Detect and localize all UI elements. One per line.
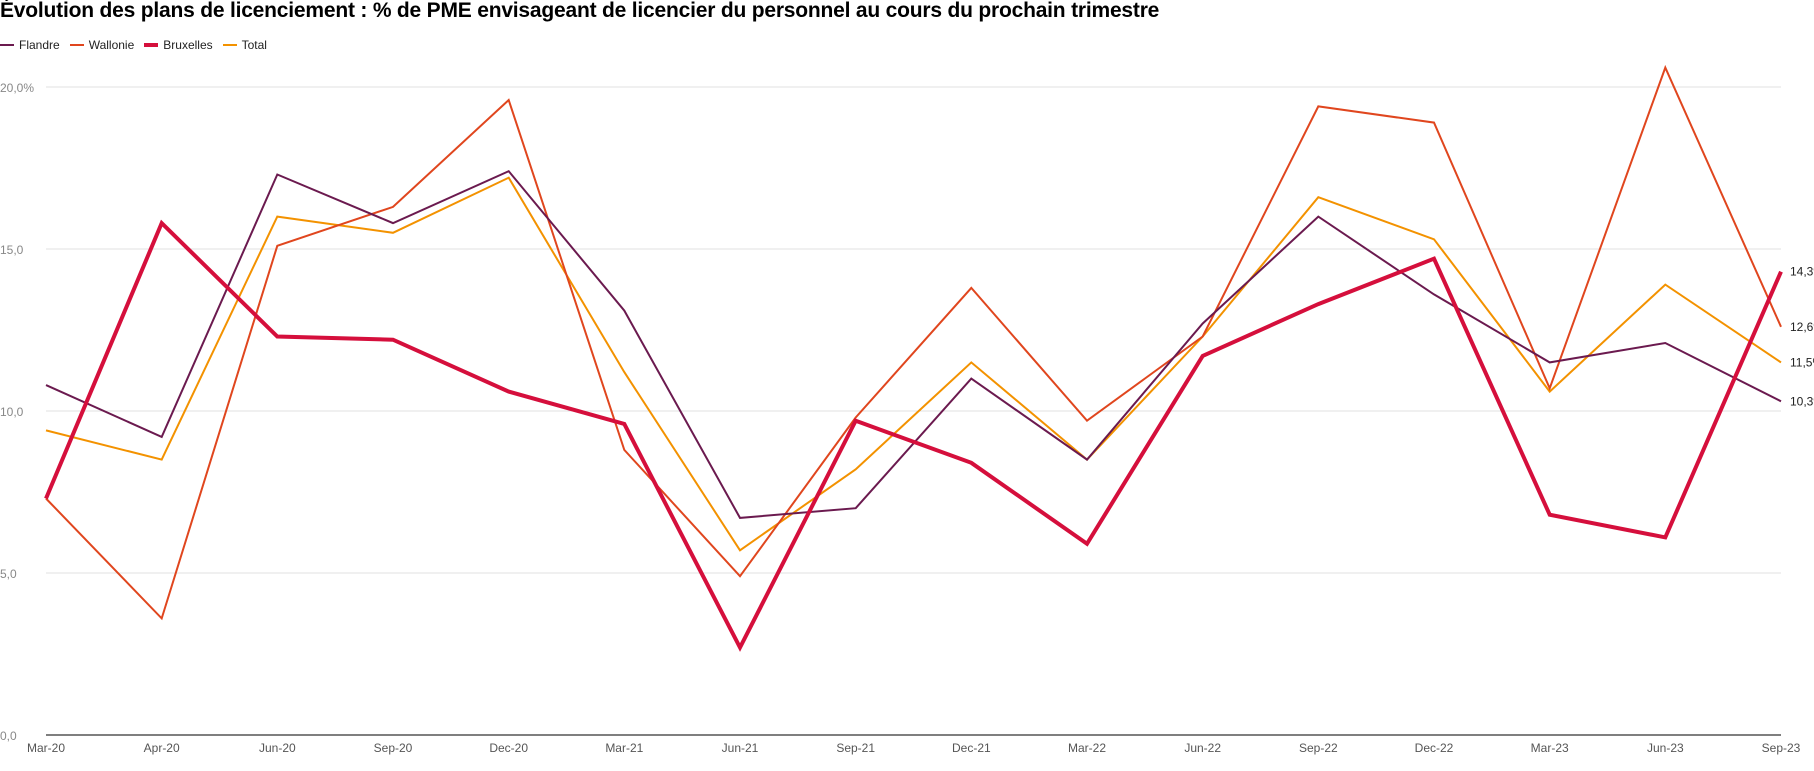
chart-legend: Flandre Wallonie Bruxelles Total <box>0 38 277 52</box>
x-tick-label: Jun-23 <box>1647 741 1684 755</box>
x-tick-label: Dec-21 <box>952 741 991 755</box>
x-tick-label: Sep-20 <box>374 741 413 755</box>
y-tick-label: 5,0 <box>0 567 17 581</box>
legend-item-bruxelles: Bruxelles <box>144 38 213 52</box>
end-label-flandre: 10,3% <box>1790 394 1814 408</box>
legend-item-wallonie: Wallonie <box>69 38 135 52</box>
end-label-bruxelles: 14,3% <box>1790 265 1814 279</box>
x-tick-label: Sep-23 <box>1762 741 1801 755</box>
x-tick-label: Sep-22 <box>1299 741 1338 755</box>
legend-swatch-bruxelles <box>144 43 159 47</box>
series-line-bruxelles <box>44 219 1783 652</box>
x-tick-label: Jun-21 <box>722 741 759 755</box>
legend-swatch-wallonie <box>69 44 84 46</box>
x-tick-label: Mar-22 <box>1068 741 1106 755</box>
y-tick-label: 10,0 <box>0 405 24 419</box>
legend-swatch-flandre <box>0 44 14 46</box>
x-tick-label: Dec-22 <box>1415 741 1454 755</box>
legend-item-flandre: Flandre <box>0 38 60 52</box>
x-tick-label: Jun-20 <box>259 741 296 755</box>
x-tick-label: Dec-20 <box>489 741 528 755</box>
legend-label-wallonie: Wallonie <box>88 38 135 52</box>
end-label-wallonie: 12,6% <box>1790 320 1814 334</box>
series-line-total <box>45 176 1782 552</box>
legend-item-total: Total <box>222 38 267 52</box>
y-tick-label: 0,0 <box>0 729 17 743</box>
x-tick-label: Mar-23 <box>1531 741 1569 755</box>
legend-label-bruxelles: Bruxelles <box>163 38 213 52</box>
end-label-total: 11,5% <box>1790 355 1814 369</box>
x-tick-label: Mar-21 <box>605 741 643 755</box>
y-tick-label: 20,0% <box>0 81 34 95</box>
x-tick-label: Mar-20 <box>27 741 65 755</box>
x-tick-label: Apr-20 <box>144 741 180 755</box>
y-tick-label: 15,0 <box>0 243 24 257</box>
x-tick-label: Jun-22 <box>1184 741 1221 755</box>
legend-swatch-total <box>222 44 237 46</box>
series-line-wallonie <box>45 64 1782 621</box>
x-tick-label: Sep-21 <box>836 741 875 755</box>
series-line-flandre <box>45 169 1782 519</box>
legend-label-flandre: Flandre <box>19 38 60 52</box>
chart-title: Évolution des plans de licenciement : % … <box>0 0 1160 22</box>
legend-label-total: Total <box>241 38 267 52</box>
